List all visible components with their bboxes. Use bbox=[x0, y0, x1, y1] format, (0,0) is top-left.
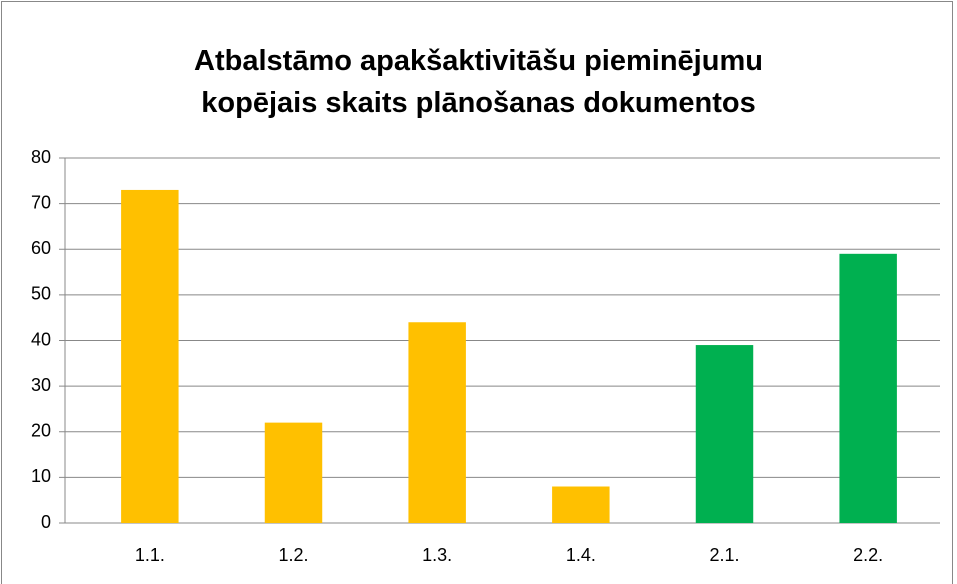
y-tick-label: 50 bbox=[31, 284, 51, 304]
bar bbox=[264, 422, 323, 523]
x-tick-label: 2.2. bbox=[853, 545, 883, 565]
y-tick-label: 0 bbox=[41, 512, 51, 532]
y-tick-label: 60 bbox=[31, 238, 51, 258]
bar bbox=[408, 322, 466, 523]
bar bbox=[552, 486, 610, 523]
y-tick-label: 10 bbox=[31, 466, 51, 486]
y-tick-label: 70 bbox=[31, 192, 51, 212]
x-tick-label: 1.1. bbox=[135, 545, 165, 565]
y-tick-label: 30 bbox=[31, 375, 51, 395]
bar bbox=[121, 189, 179, 523]
x-tick-label: 1.3. bbox=[422, 545, 452, 565]
y-tick-label: 80 bbox=[31, 147, 51, 167]
bar bbox=[695, 345, 754, 523]
chart-title: Atbalstāmo apakšaktivitāšu pieminējumu k… bbox=[194, 45, 763, 119]
y-tick-label: 20 bbox=[31, 421, 51, 441]
x-tick-label: 2.1. bbox=[709, 545, 739, 565]
bar bbox=[839, 253, 897, 523]
x-tick-label: 1.2. bbox=[278, 545, 308, 565]
y-tick-label: 40 bbox=[31, 329, 51, 349]
x-tick-label: 1.4. bbox=[566, 545, 596, 565]
